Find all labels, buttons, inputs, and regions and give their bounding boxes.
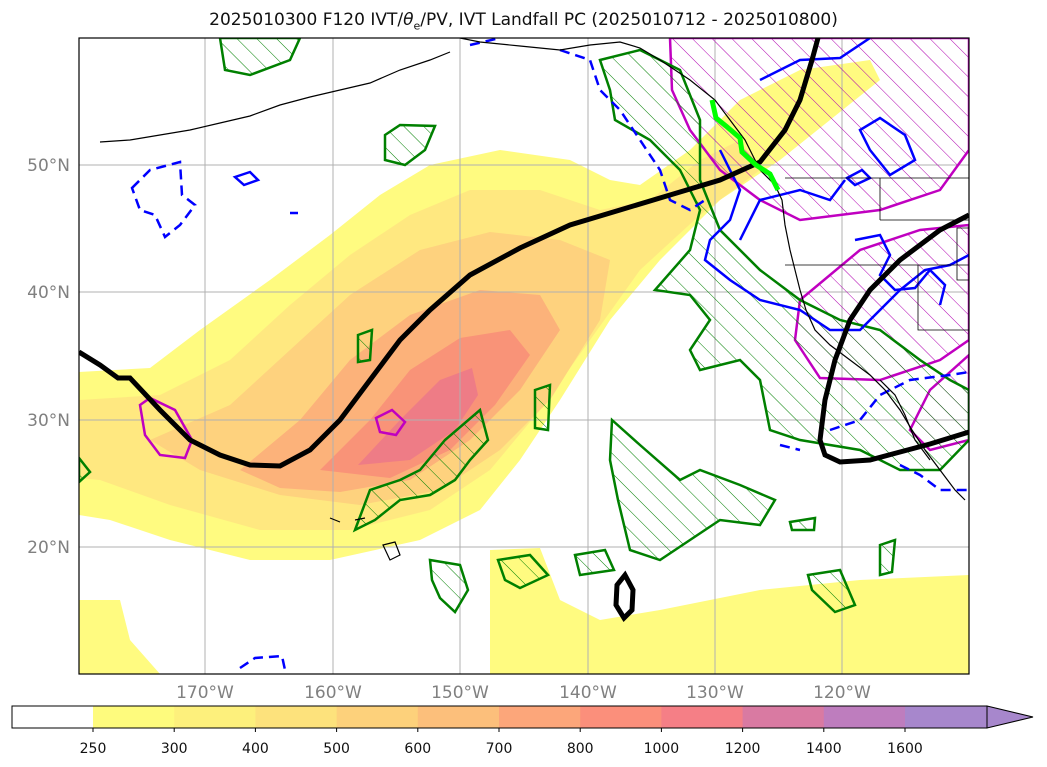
colorbar-cell [417, 706, 500, 728]
aleutian-coast [99, 51, 451, 143]
colorbar-cell [12, 706, 94, 728]
green-region-small1 [356, 328, 374, 364]
blue-contour-coast [703, 149, 969, 332]
colorbar-label: 1600 [887, 741, 923, 757]
theta-symbol: θ [403, 10, 414, 30]
green-region-s3 [496, 553, 551, 590]
colorbar-cell [93, 706, 175, 728]
latitude-labels: 50°N 40°N 30°N 20°N [27, 156, 70, 558]
map-frame [78, 37, 970, 675]
alaska-coast [459, 38, 761, 171]
colorbar-label: 300 [161, 741, 188, 757]
colorbar-cell [499, 706, 581, 728]
colorbar-cell [255, 706, 338, 728]
lat-label-50: 50°N [27, 156, 70, 176]
colorbar-cell [661, 706, 744, 728]
colorbar-label: 1400 [806, 741, 842, 757]
colorbar-label: 500 [323, 741, 350, 757]
na-west-coast [759, 169, 966, 501]
map-area [79, 38, 969, 674]
ivt-250-south [79, 548, 969, 674]
pv-contour-main [79, 38, 821, 469]
colorbar-cell [336, 706, 419, 728]
longitude-labels: 170°W 160°W 150°W 140°W 130°W 120°W [176, 683, 871, 703]
lon-label-140w: 140°W [559, 683, 617, 703]
colorbar-label: 250 [80, 741, 107, 757]
ivt-1000-region [358, 368, 478, 465]
colorbar-cell [823, 706, 906, 728]
lon-label-130w: 130°W [686, 683, 744, 703]
blue-dashed-n [469, 38, 706, 212]
blue-dashed-se [779, 370, 969, 492]
lat-label-30: 30°N [27, 411, 70, 431]
colorbar-cell [580, 706, 662, 728]
green-region-s6 [878, 538, 897, 577]
colorbar-cell [905, 706, 987, 728]
lat-label-40: 40°N [27, 283, 70, 303]
green-region-center [352, 407, 490, 533]
green-region-coast [598, 48, 969, 472]
magenta-region-mid [374, 408, 407, 437]
green-region-s2 [428, 558, 470, 614]
blue-dashed-nw [130, 160, 197, 239]
green-contours [79, 38, 969, 614]
theta-subscript: e [413, 19, 421, 33]
pv-contour-small [613, 570, 636, 623]
green-region-small2 [533, 383, 552, 432]
green-region-s1 [608, 417, 777, 562]
blue-dashed-s [239, 654, 287, 671]
green-region-nw [218, 38, 302, 77]
green-region-s4 [573, 548, 616, 577]
colorbar-label: 1200 [725, 741, 761, 757]
hawaii-islands [329, 517, 401, 561]
colorbar-extend-arrow [986, 705, 1034, 729]
colorbar: 250 300 400 500 600 700 800 1000 1200 1400 1600 [11, 705, 1034, 757]
colorbar-label: 1000 [644, 741, 680, 757]
ivt-landfall-path [709, 99, 781, 192]
ivt-filled-contours [79, 60, 969, 674]
blue-contour-e [854, 233, 947, 306]
colorbar-cell [174, 706, 256, 728]
blue-contours [130, 38, 969, 671]
colorbar-label: 400 [242, 741, 269, 757]
lon-label-170w: 170°W [176, 683, 234, 703]
lon-label-150w: 150°W [431, 683, 489, 703]
colorbar-label: 600 [404, 741, 431, 757]
title-prefix: 2025010300 F120 IVT/ [209, 10, 404, 30]
colorbar-cell [742, 706, 825, 728]
green-region-n [383, 123, 437, 167]
title-suffix: /PV, IVT Landfall PC (2025010712 - 20250… [420, 10, 838, 30]
pv-contours [79, 38, 969, 623]
colorbar-labels: 250 300 400 500 600 700 800 1000 1200 1400 1600 [80, 728, 923, 757]
map-title: 2025010300 F120 IVT/θe/PV, IVT Landfall … [0, 10, 1047, 32]
lon-label-120w: 120°W [813, 683, 871, 703]
green-region-s5 [806, 568, 857, 614]
lon-label-160w: 160°W [304, 683, 362, 703]
blue-contour-ne [738, 38, 917, 241]
green-region-w [79, 455, 92, 484]
pv-contour-east [817, 212, 969, 465]
colorbar-label: 800 [567, 741, 594, 757]
green-region-s7 [788, 516, 817, 532]
state-borders [785, 177, 969, 331]
magenta-region-w [138, 396, 194, 460]
colorbar-cells [12, 706, 987, 728]
colorbar-label: 700 [486, 741, 513, 757]
lat-label-20: 20°N [27, 538, 70, 558]
